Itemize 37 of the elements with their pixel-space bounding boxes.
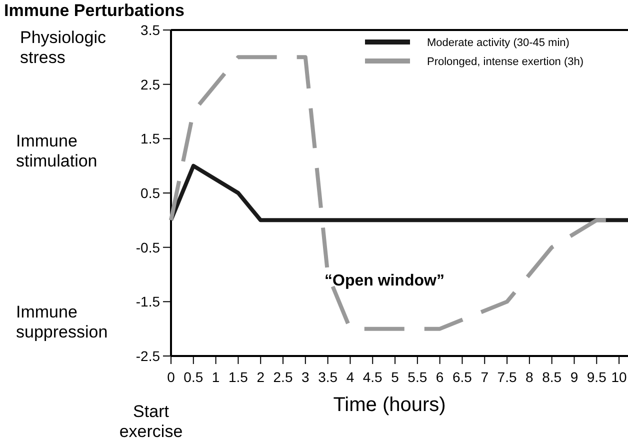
legend-label: Prolonged, intense exertion (3h) [427,56,584,68]
x-tick-label: 2 [256,369,265,385]
legend-label: Moderate activity (30-45 min) [427,37,570,49]
x-tick-label: 7 [480,369,489,385]
x-tick-label: 8 [526,369,534,385]
x-tick-label: 6.5 [452,369,472,385]
x-tick-label: 9 [570,369,578,385]
x-tick-label: 4 [346,369,354,385]
y-tick-label: 1.5 [140,130,160,147]
y-tick-label: 0.5 [140,185,160,201]
x-axis-title: Time (hours) [333,394,446,416]
x-tick-label: 6 [436,369,444,385]
x-tick-label: 3.5 [318,369,338,385]
text: Immune stimulation [16,131,98,170]
x-tick-label: 4.5 [362,369,383,385]
x-tick-label: 5.5 [408,369,428,385]
y-tick-label: -1.5 [136,294,160,310]
text: Start exercise [119,402,183,438]
y-tick-label: 2.5 [140,76,160,92]
text: Immune suppression [16,302,108,342]
x-tick-label: 10 [611,369,628,385]
annotation: “Open window” [324,272,444,290]
x-tick-label: 0 [167,369,176,385]
y-tick-label: 3.5 [140,22,160,38]
x-tick-label: 5 [391,369,400,385]
x-tick-label: 8.5 [542,369,562,385]
x-tick-label: 9.5 [586,369,607,385]
x-tick-label: 1 [212,369,220,385]
x-tick-label: 0.5 [184,369,204,385]
text: Physiologic stress [20,28,106,68]
y-tick-label: -2.5 [136,348,160,364]
x-tick-label: 2.5 [273,369,293,385]
x-tick-label: 7.5 [497,369,517,385]
chart-title: Immune Perturbations [4,1,184,20]
x-tick-label: 1.5 [228,369,248,385]
x-tick-label: 3 [302,369,310,385]
y-tick-label: -0.5 [136,239,160,256]
